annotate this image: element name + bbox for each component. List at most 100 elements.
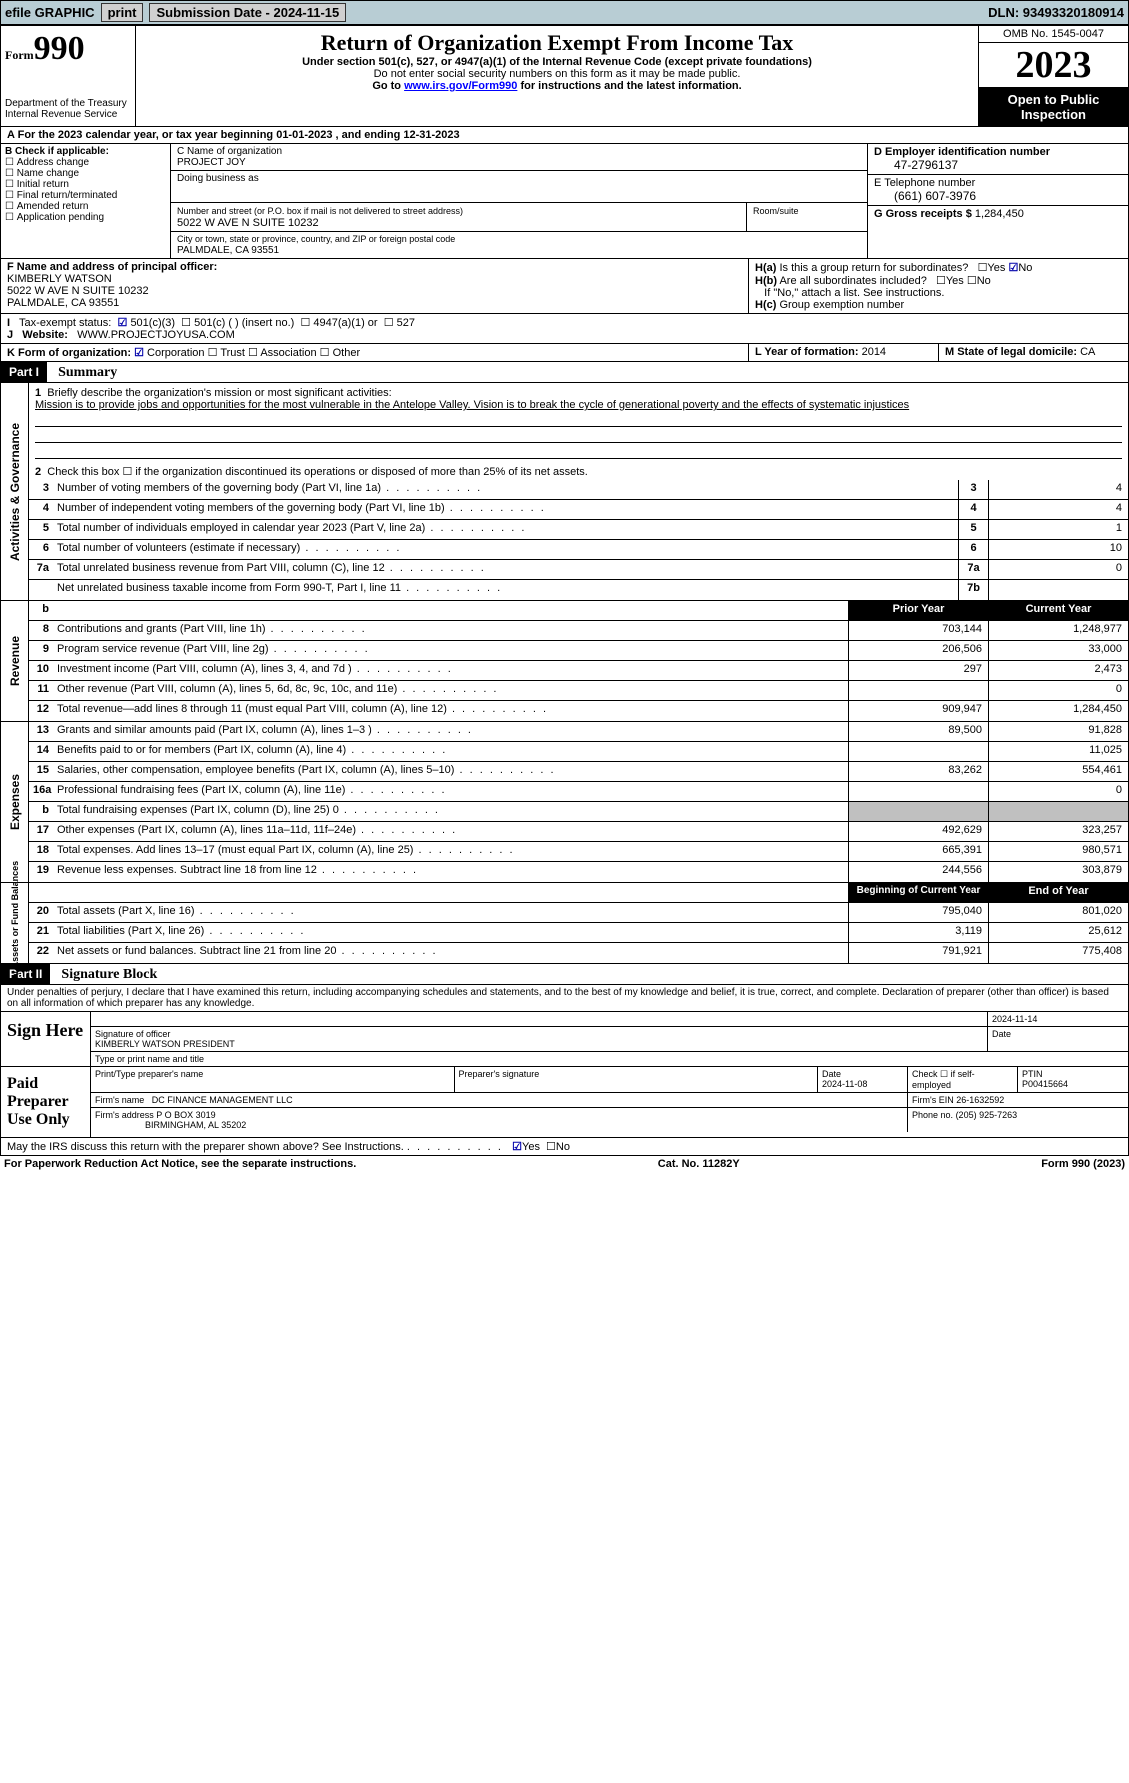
print-button[interactable]: print (101, 3, 144, 22)
ein2-label: Firm's EIN (912, 1095, 954, 1105)
opt-527[interactable]: 527 (397, 317, 415, 329)
subtitle-2: Do not enter social security numbers on … (142, 68, 972, 80)
omb-number: OMB No. 1545-0047 (979, 26, 1128, 43)
footer-mid: Cat. No. 11282Y (658, 1158, 740, 1170)
opt-corp[interactable]: Corporation (147, 347, 204, 359)
data-line: 9Program service revenue (Part VIII, lin… (29, 641, 1128, 661)
data-line: 15Salaries, other compensation, employee… (29, 762, 1128, 782)
website-value: WWW.PROJECTJOYUSA.COM (77, 329, 235, 341)
data-line: 8Contributions and grants (Part VIII, li… (29, 621, 1128, 641)
firm-addr2: BIRMINGHAM, AL 35202 (145, 1120, 246, 1130)
form-org-label: K Form of organization: (7, 347, 131, 359)
irs-link[interactable]: www.irs.gov/Form990 (404, 80, 517, 92)
opt-trust[interactable]: Trust (220, 347, 245, 359)
data-line: 21Total liabilities (Part X, line 26)3,1… (29, 923, 1128, 943)
discuss-row: May the IRS discuss this return with the… (0, 1138, 1129, 1156)
sign-date: 2024-11-14 (988, 1012, 1128, 1026)
part2-header: Part II Signature Block (0, 964, 1129, 985)
street-label: Number and street (or P.O. box if mail i… (177, 206, 463, 216)
opt-other[interactable]: Other (333, 347, 361, 359)
row-ij: I Tax-exempt status: ☑ 501(c)(3) ☐ 501(c… (0, 314, 1129, 344)
footer: For Paperwork Reduction Act Notice, see … (0, 1156, 1129, 1172)
mission-text: Mission is to provide jobs and opportuni… (35, 399, 909, 411)
row-klm: K Form of organization: ☑ Corporation ☐ … (0, 344, 1129, 362)
prep-date-label: Date (822, 1069, 841, 1079)
chk-final[interactable]: Final return/terminated (17, 190, 118, 201)
chk-amended[interactable]: Amended return (17, 201, 89, 212)
section-netassets: Net Assets or Fund Balances Beginning of… (0, 883, 1129, 964)
form-prefix: Form (5, 48, 34, 62)
data-line: 20Total assets (Part X, line 16)795,0408… (29, 903, 1128, 923)
ein-value: 47-2796137 (874, 158, 1122, 172)
opt-501c3[interactable]: 501(c)(3) (130, 317, 175, 329)
box-b-label: B Check if applicable: (5, 146, 109, 157)
street-value: 5022 W AVE N SUITE 10232 (177, 217, 319, 229)
hc-label: Group exemption number (779, 299, 904, 311)
data-line: 13Grants and similar amounts paid (Part … (29, 722, 1128, 742)
section-revenue: Revenue b Prior Year Current Year 8Contr… (0, 601, 1129, 722)
dba-label: Doing business as (177, 173, 259, 184)
officer-addr1: 5022 W AVE N SUITE 10232 (7, 285, 149, 297)
sidebar-exp: Expenses (8, 774, 22, 830)
header-left: Form990 Department of the Treasury Inter… (1, 26, 136, 126)
gov-line: 4Number of independent voting members of… (29, 500, 1128, 520)
prep-check[interactable]: Check ☐ if self-employed (912, 1069, 975, 1090)
domicile-val: CA (1080, 346, 1095, 358)
section-governance: Activities & Governance 1 Briefly descri… (0, 383, 1129, 601)
chk-name-change[interactable]: Name change (17, 168, 79, 179)
hb-label: Are all subordinates included? (779, 275, 926, 287)
chk-initial[interactable]: Initial return (17, 179, 69, 190)
data-line: 11Other revenue (Part VIII, column (A), … (29, 681, 1128, 701)
opt-assoc[interactable]: Association (260, 347, 316, 359)
rev-h-curr: Current Year (988, 601, 1128, 620)
period-text: For the 2023 calendar year, or tax year … (18, 129, 460, 141)
rev-hn: b (29, 601, 53, 620)
footer-right: Form 990 (2023) (1041, 1158, 1125, 1170)
opt-501c[interactable]: 501(c) ( ) (insert no.) (194, 317, 294, 329)
firm-addr-label: Firm's address (95, 1110, 154, 1120)
sidebar-gov: Activities & Governance (8, 422, 22, 560)
row-a-period: A For the 2023 calendar year, or tax yea… (0, 127, 1129, 144)
gross-label: G Gross receipts $ (874, 208, 972, 220)
net-h-curr: End of Year (988, 883, 1128, 902)
submission-date: Submission Date - 2024-11-15 (149, 3, 346, 22)
gov-line: Net unrelated business taxable income fr… (29, 580, 1128, 600)
chk-address-change[interactable]: Address change (17, 157, 89, 168)
footer-left: For Paperwork Reduction Act Notice, see … (4, 1158, 356, 1170)
part2-label: Part II (1, 964, 50, 984)
firm-phone: (205) 925-7263 (956, 1110, 1018, 1120)
hb-note: If "No," attach a list. See instructions… (764, 287, 944, 299)
row-fh: F Name and address of principal officer:… (0, 259, 1129, 314)
data-line: 22Net assets or fund balances. Subtract … (29, 943, 1128, 963)
discuss-text: May the IRS discuss this return with the… (7, 1141, 404, 1153)
ha-label: Is this a group return for subordinates? (779, 262, 968, 274)
year-form-val: 2014 (862, 346, 886, 358)
suite-label: Room/suite (753, 206, 799, 216)
firm-addr1: P O BOX 3019 (156, 1110, 215, 1120)
type-label: Type or print name and title (91, 1052, 1128, 1066)
data-line: 19Revenue less expenses. Subtract line 1… (29, 862, 1128, 882)
irs-label: Internal Revenue Service (5, 109, 131, 120)
year-form-label: L Year of formation: (755, 346, 859, 358)
header-center: Return of Organization Exempt From Incom… (136, 26, 978, 126)
open-public: Open to Public Inspection (979, 88, 1128, 126)
penalty-text: Under penalties of perjury, I declare th… (0, 985, 1129, 1012)
form-header: Form990 Department of the Treasury Inter… (0, 25, 1129, 127)
officer-label: F Name and address of principal officer: (7, 261, 217, 273)
part1-label: Part I (1, 362, 47, 382)
header-right: OMB No. 1545-0047 2023 Open to Public In… (978, 26, 1128, 126)
org-name: PROJECT JOY (177, 157, 246, 168)
phone-label: E Telephone number (874, 177, 975, 189)
gov-line: 3Number of voting members of the governi… (29, 480, 1128, 500)
efile-label: efile GRAPHIC (5, 5, 95, 20)
sign-here-label: Sign Here (1, 1012, 91, 1066)
data-line: 14Benefits paid to or for members (Part … (29, 742, 1128, 762)
opt-4947[interactable]: 4947(a)(1) or (313, 317, 377, 329)
mission-label: Briefly describe the organization's miss… (47, 387, 391, 399)
tax-status-label: Tax-exempt status: (19, 317, 111, 329)
prep-sig-label: Preparer's signature (459, 1069, 540, 1079)
part1-title: Summary (50, 365, 117, 380)
data-line: bTotal fundraising expenses (Part IX, co… (29, 802, 1128, 822)
chk-pending[interactable]: Application pending (17, 212, 104, 223)
boxes-deg: D Employer identification number 47-2796… (868, 144, 1128, 258)
